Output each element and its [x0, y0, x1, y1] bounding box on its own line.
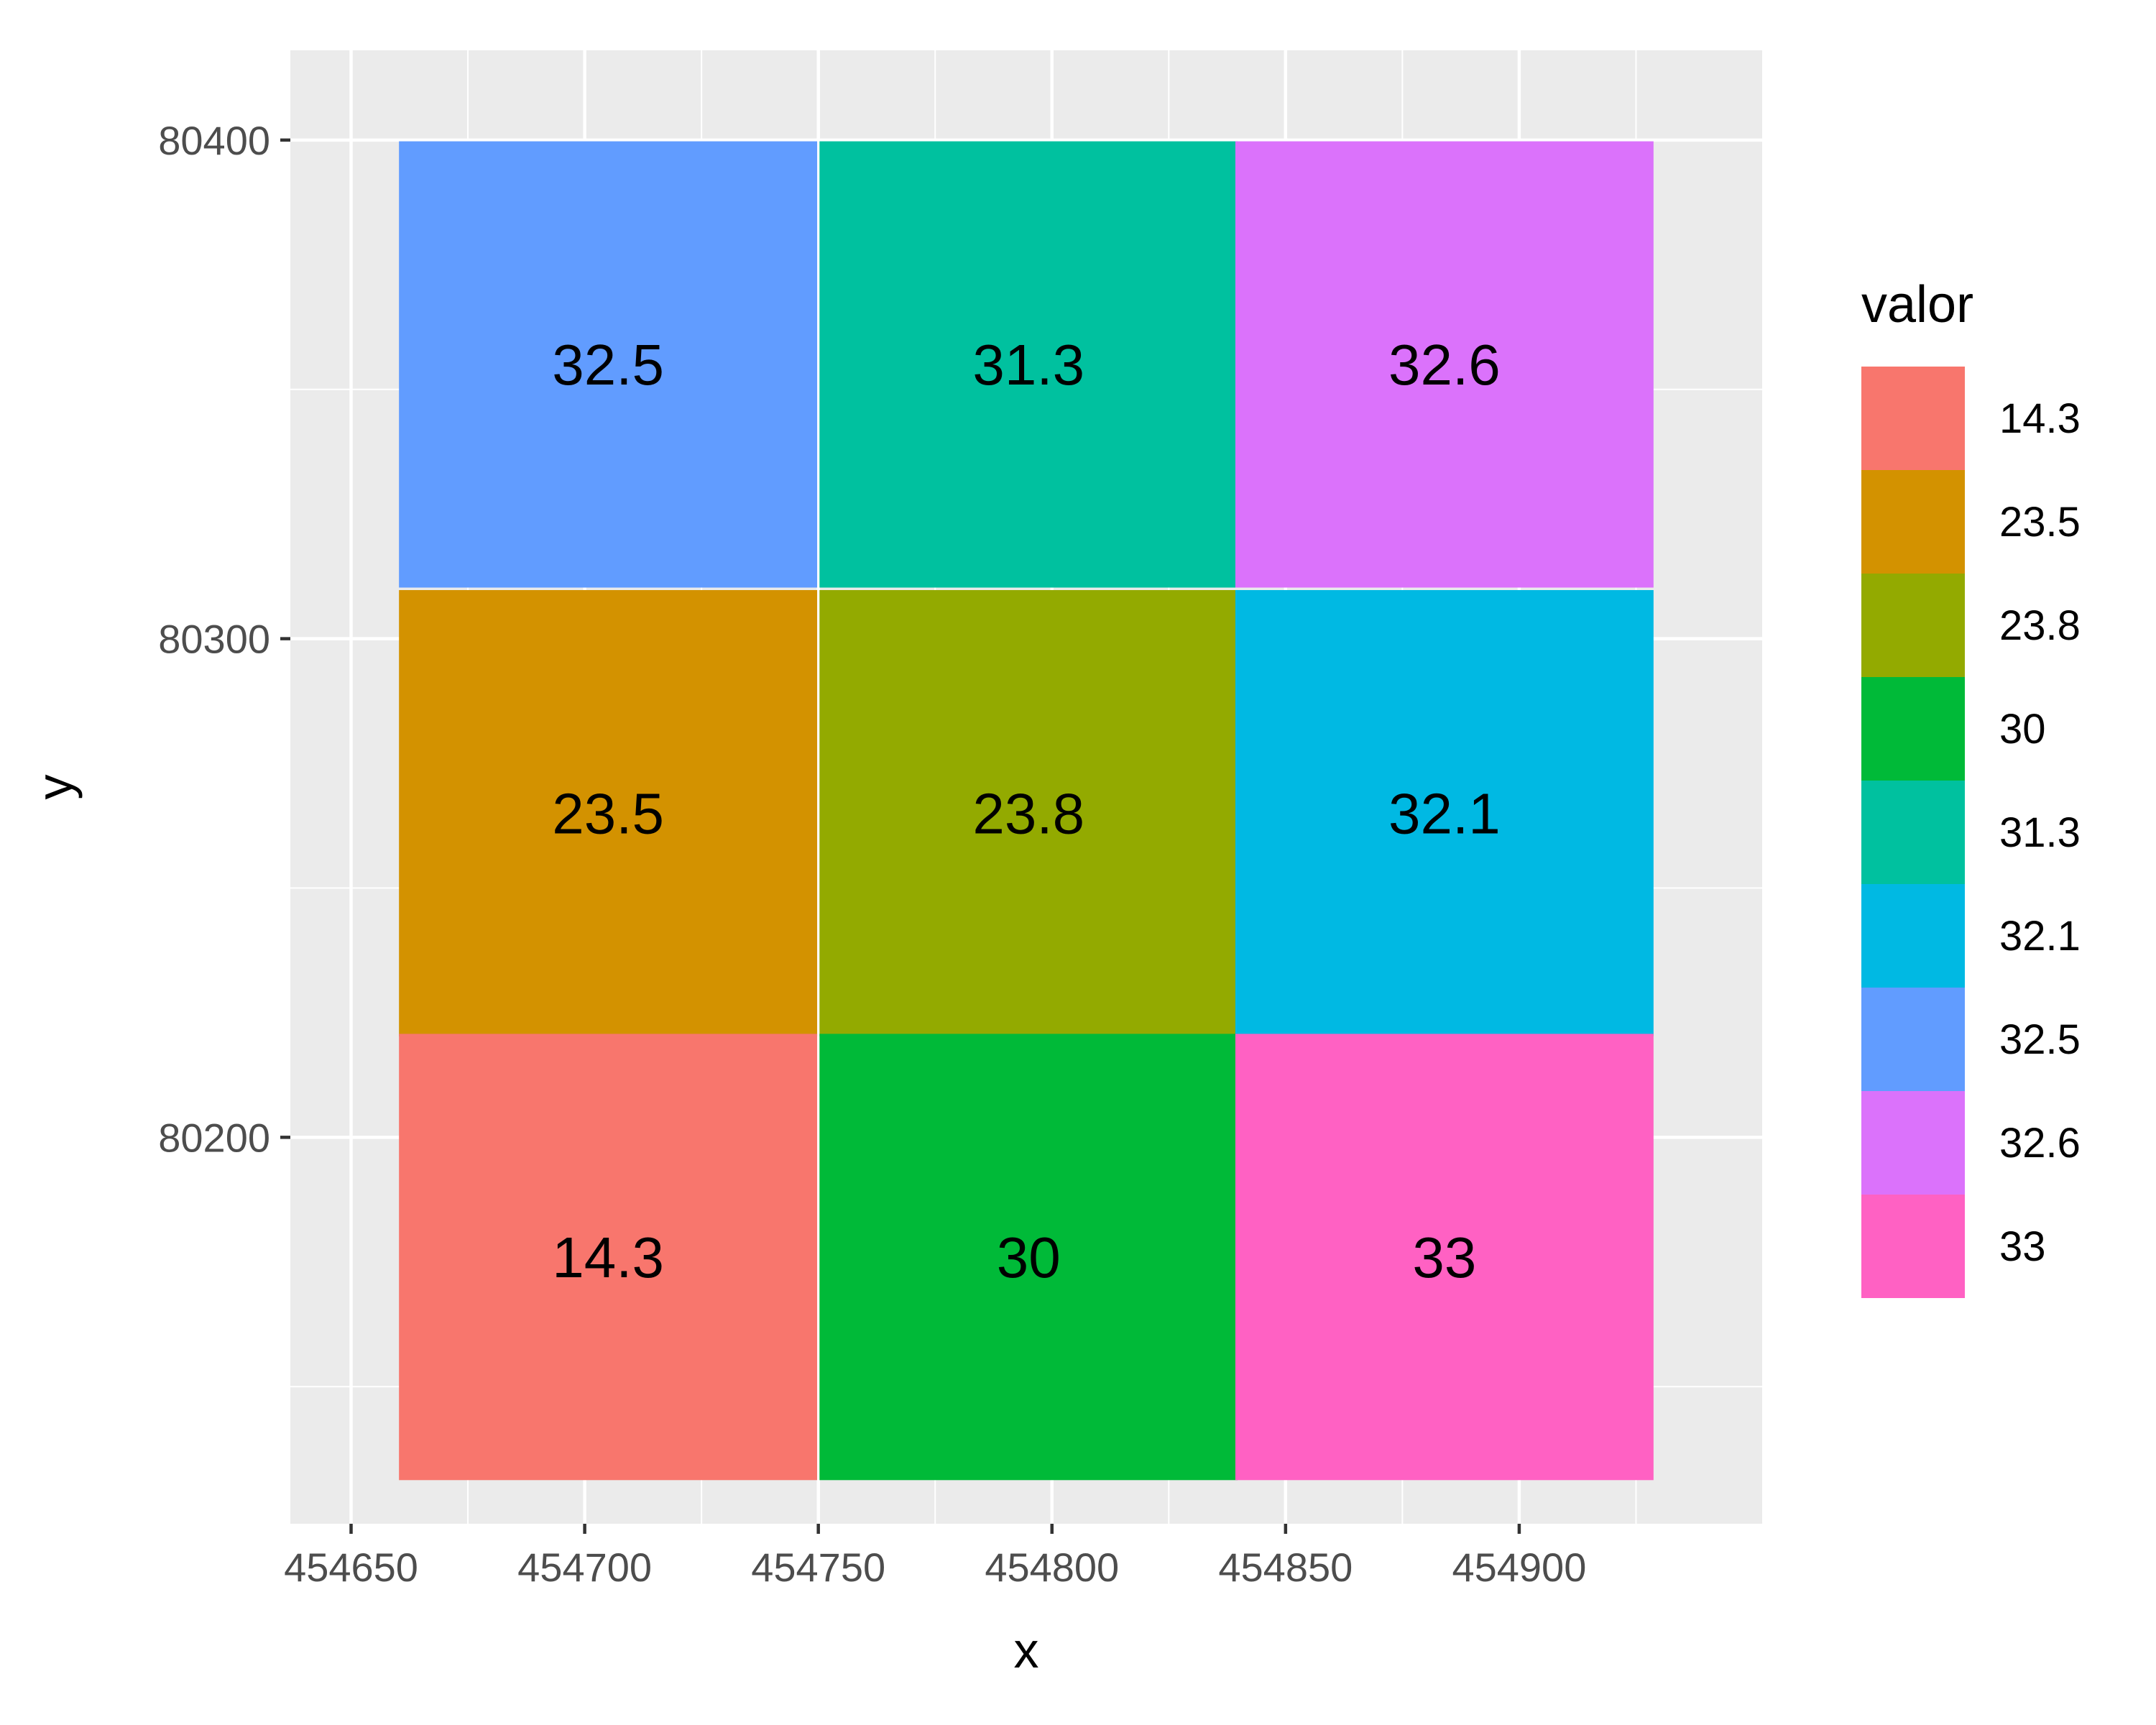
legend-label: 32.5 — [1999, 1016, 2081, 1063]
heatmap-cell — [1235, 141, 1654, 588]
heatmap-cell — [399, 1034, 818, 1481]
cell-value-label: 32.6 — [1388, 333, 1501, 397]
legend-label: 33 — [1999, 1223, 2046, 1270]
legend-label: 31.3 — [1999, 809, 2081, 856]
y-tick-label: 80300 — [158, 617, 270, 662]
legend-key — [1861, 574, 1965, 677]
x-axis: 454650 454700 454750 454800 454850 454900 — [284, 1524, 1586, 1590]
y-axis: 80200 80300 80400 — [158, 118, 290, 1160]
y-tick-label: 80400 — [158, 118, 270, 163]
x-tick-label: 454800 — [985, 1545, 1119, 1590]
legend-label: 32.1 — [1999, 913, 2081, 960]
heatmap-cell — [819, 1034, 1238, 1481]
legend-key — [1861, 677, 1965, 781]
legend-key — [1861, 1091, 1965, 1195]
legend: valor 14.3 23.5 23.8 30 31.3 32.1 32.5 32.6 33 — [1861, 276, 2081, 1298]
cell-value-label: 23.8 — [972, 781, 1084, 845]
legend-key — [1861, 1195, 1965, 1298]
x-tick-label: 454850 — [1218, 1545, 1353, 1590]
heatmap-cell — [1235, 589, 1654, 1036]
y-tick-label: 80200 — [158, 1115, 270, 1160]
x-tick-label: 454900 — [1452, 1545, 1586, 1590]
heatmap-cell — [399, 141, 818, 588]
legend-title: valor — [1861, 276, 1973, 334]
legend-label: 14.3 — [1999, 395, 2081, 442]
legend-label: 30 — [1999, 706, 2046, 753]
cell-value-label: 33 — [1412, 1225, 1476, 1289]
cell-value-label: 31.3 — [972, 333, 1084, 397]
cell-value-label: 30 — [997, 1225, 1061, 1289]
legend-key — [1861, 367, 1965, 470]
legend-label: 23.8 — [1999, 602, 2081, 649]
cell-value-label: 32.1 — [1388, 781, 1501, 845]
cell-value-label: 32.5 — [552, 333, 664, 397]
x-tick-label: 454650 — [284, 1545, 418, 1590]
legend-label: 23.5 — [1999, 499, 2081, 546]
legend-label: 32.6 — [1999, 1120, 2081, 1167]
legend-key — [1861, 781, 1965, 884]
y-axis-title: y — [27, 775, 83, 800]
x-tick-label: 454700 — [517, 1545, 652, 1590]
heatmap-cell — [399, 589, 818, 1036]
heatmap-cell — [819, 589, 1238, 1036]
legend-key — [1861, 470, 1965, 574]
x-tick-label: 454750 — [751, 1545, 885, 1590]
cell-value-label: 14.3 — [552, 1225, 664, 1289]
heatmap-cells: 32.5 31.3 32.6 23.5 23.8 32.1 14.3 30 33 — [399, 141, 1654, 1481]
heatmap-cell — [1235, 1034, 1654, 1481]
heatmap-cell — [819, 141, 1238, 588]
x-axis-title: x — [1014, 1622, 1039, 1678]
cell-value-label: 23.5 — [552, 781, 664, 845]
legend-key — [1861, 988, 1965, 1091]
legend-key — [1861, 884, 1965, 988]
